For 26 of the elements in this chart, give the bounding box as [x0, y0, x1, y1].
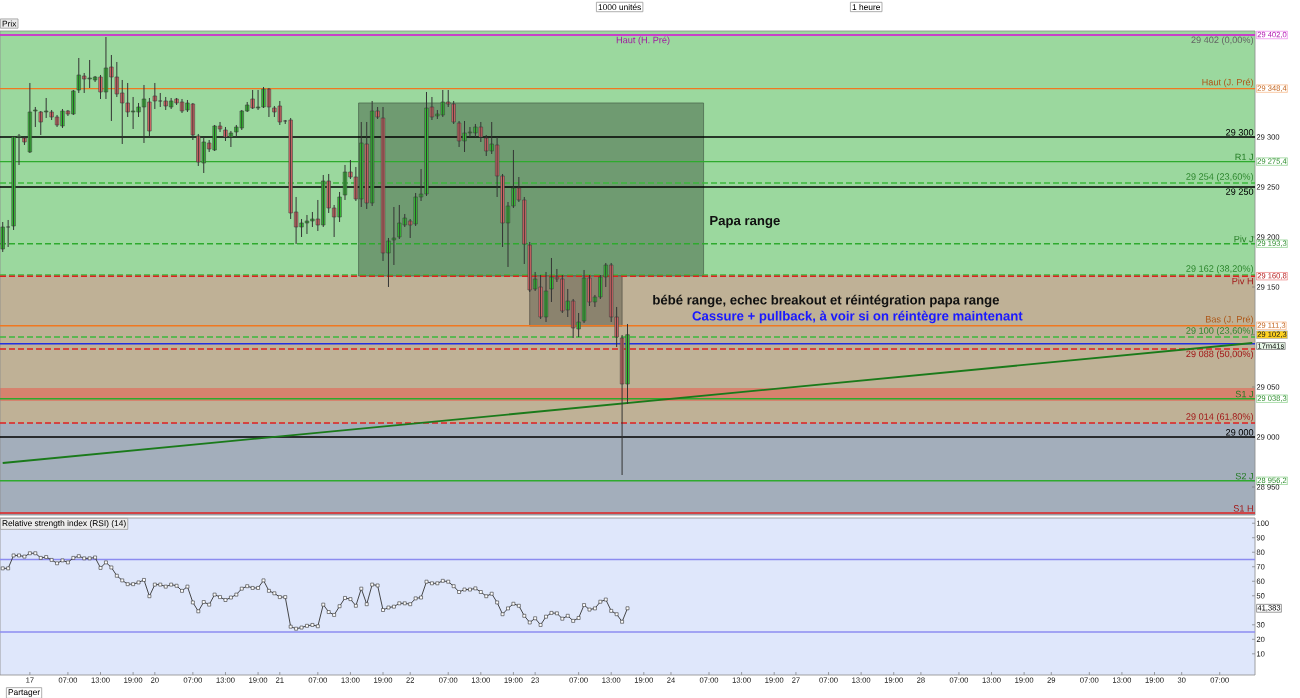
ref-line-label: 29 254 (23,60%): [1186, 173, 1254, 182]
annotation: bébé range, echec breakout et réintégration papa range: [653, 294, 1000, 308]
text: Partager: [8, 689, 40, 697]
ref-line-label: Haut (J. Pré): [1202, 78, 1254, 88]
text: 1000 unités: [598, 3, 641, 11]
ref-line-label: Haut (H. Pré): [616, 36, 670, 46]
ref-line-label: Piv J: [1234, 235, 1253, 243]
ref-line-label: 29 402 (0,00%): [1191, 36, 1254, 45]
ref-line-label: 29 162 (38,20%): [1186, 265, 1254, 274]
ref-line-label: S1 H: [1233, 505, 1253, 512]
ref-line-label: 29 014 (61,80%): [1186, 413, 1254, 422]
ref-line-label: 29 250: [1226, 188, 1254, 195]
chart-title: Relative strength index (RSI) (14): [2, 520, 126, 528]
ref-line-label: 29 300: [1226, 129, 1254, 136]
ref-line-label: Bas (J. Pré): [1205, 315, 1254, 325]
ref-line-label: Piv H: [1232, 277, 1253, 285]
annotation: Cassure + pullback, à voir si on réintègre maintenant: [692, 310, 1023, 324]
ref-line-label: 29 000: [1226, 429, 1254, 436]
ref-line-label: S2 J: [1235, 472, 1253, 480]
ref-line-label: S1 J: [1235, 390, 1253, 398]
text: 1 heure: [852, 3, 881, 11]
annotation: Papa range: [710, 216, 780, 228]
ref-line-label: 29 100 (23,60%): [1186, 327, 1254, 336]
chart-title: Prix: [2, 20, 17, 27]
ref-line-label: 29 088 (50,00%): [1186, 350, 1254, 359]
ref-line-label: R1 J: [1235, 153, 1253, 161]
